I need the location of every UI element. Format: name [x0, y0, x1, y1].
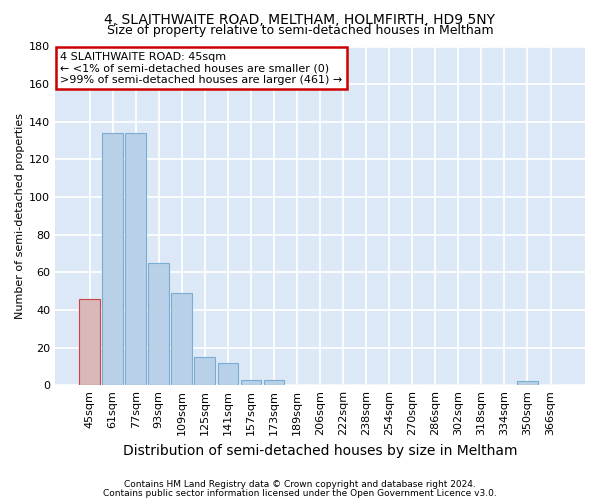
- Bar: [194, 357, 215, 385]
- Bar: [263, 380, 284, 385]
- Y-axis label: Number of semi-detached properties: Number of semi-detached properties: [15, 113, 25, 319]
- Text: Contains public sector information licensed under the Open Government Licence v3: Contains public sector information licen…: [103, 488, 497, 498]
- Text: Size of property relative to semi-detached houses in Meltham: Size of property relative to semi-detach…: [107, 24, 493, 37]
- X-axis label: Distribution of semi-detached houses by size in Meltham: Distribution of semi-detached houses by …: [123, 444, 517, 458]
- Text: 4 SLAITHWAITE ROAD: 45sqm
← <1% of semi-detached houses are smaller (0)
>99% of : 4 SLAITHWAITE ROAD: 45sqm ← <1% of semi-…: [61, 52, 343, 85]
- Bar: [125, 133, 146, 385]
- Bar: [148, 263, 169, 385]
- Bar: [172, 293, 192, 385]
- Bar: [79, 298, 100, 385]
- Bar: [517, 382, 538, 385]
- Text: Contains HM Land Registry data © Crown copyright and database right 2024.: Contains HM Land Registry data © Crown c…: [124, 480, 476, 489]
- Bar: [241, 380, 262, 385]
- Text: 4, SLAITHWAITE ROAD, MELTHAM, HOLMFIRTH, HD9 5NY: 4, SLAITHWAITE ROAD, MELTHAM, HOLMFIRTH,…: [104, 12, 496, 26]
- Bar: [102, 133, 123, 385]
- Bar: [218, 362, 238, 385]
